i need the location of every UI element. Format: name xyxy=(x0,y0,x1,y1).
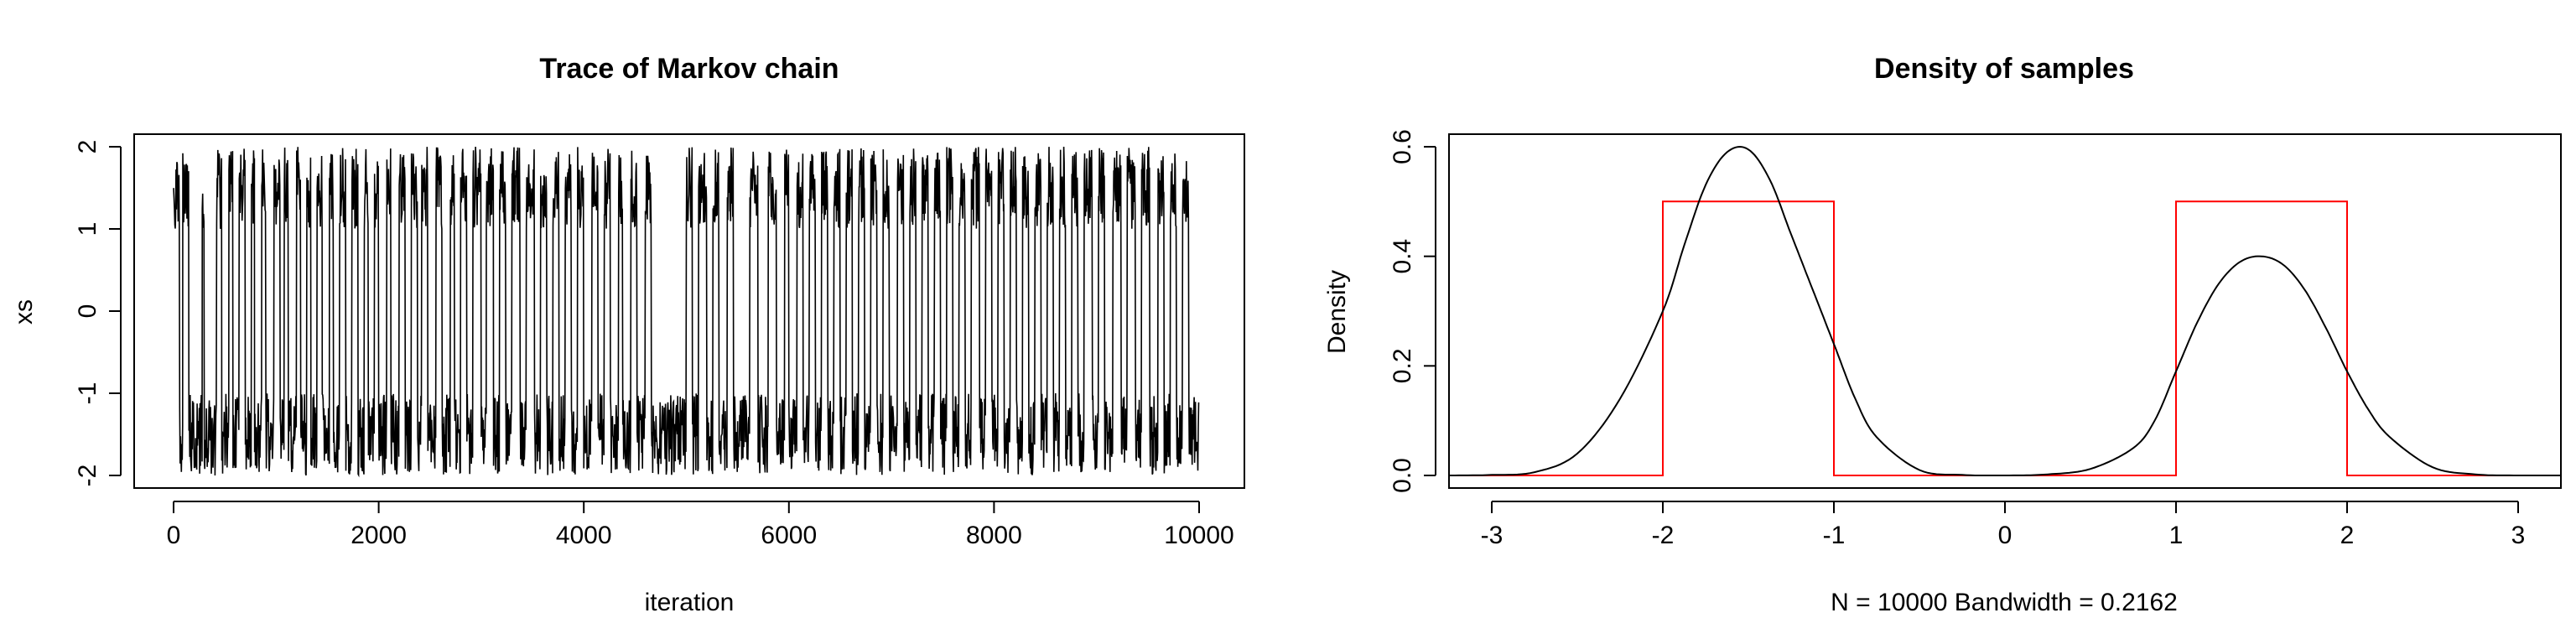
density-x-axis: -3 -2 -1 0 1 2 3 xyxy=(1481,501,2526,549)
density-kde-line xyxy=(1449,145,2561,476)
trace-series-line xyxy=(173,146,1200,478)
density-target-line xyxy=(1449,200,2561,476)
trace-panel: Trace of Markov chain 0 2000 4000 6000 8000 1… xyxy=(10,53,1245,616)
y-tick-label: 0.4 xyxy=(1389,239,1416,274)
x-tick-label: -2 xyxy=(1652,522,1675,549)
x-tick-label: 6000 xyxy=(761,522,817,549)
y-tick-label: 1 xyxy=(74,222,101,236)
trace-y-axis-label: xs xyxy=(10,299,38,325)
density-panel: Density of samples -3 -2 -1 0 1 2 3 0.00.20.40… xyxy=(1323,53,2562,616)
density-y-axis-label: Density xyxy=(1323,270,1351,354)
y-tick-label: 2 xyxy=(74,140,101,154)
y-tick-label: -2 xyxy=(74,465,101,487)
density-y-axis: 0.0 0.2 0.4 0.6 xyxy=(1389,129,1436,493)
x-tick-label: 1 xyxy=(2169,522,2184,549)
x-tick-label: 0 xyxy=(167,522,181,549)
trace-x-axis-label: iteration xyxy=(645,589,735,616)
x-tick-label: 4000 xyxy=(556,522,612,549)
x-tick-label: 2 xyxy=(2340,522,2355,549)
x-tick-label: 10000 xyxy=(1164,522,1233,549)
trace-y-axis: -2 -1 0 1 2 xyxy=(74,140,122,487)
density-series-group xyxy=(1449,145,2561,476)
density-title: Density of samples xyxy=(1874,53,2134,85)
y-tick-label: -1 xyxy=(74,382,101,405)
x-tick-label: 8000 xyxy=(966,522,1022,549)
x-tick-label: 3 xyxy=(2511,522,2526,549)
density-x-axis-label: N = 10000 Bandwidth = 0.2162 xyxy=(1831,589,2178,616)
x-tick-label: 2000 xyxy=(351,522,407,549)
trace-title: Trace of Markov chain xyxy=(539,53,839,85)
trace-x-axis: 0 2000 4000 6000 8000 10000 xyxy=(167,501,1234,549)
x-tick-label: -1 xyxy=(1823,522,1846,549)
y-tick-label: 0.0 xyxy=(1389,458,1416,493)
x-tick-label: 0 xyxy=(1998,522,2012,549)
y-tick-label: 0.2 xyxy=(1389,348,1416,383)
x-tick-label: -3 xyxy=(1481,522,1504,549)
y-tick-label: 0 xyxy=(74,304,101,319)
y-tick-label: 0.6 xyxy=(1389,129,1416,164)
density-plot-frame xyxy=(1448,133,2562,489)
trace-series-group xyxy=(173,146,1200,478)
trace-plot-frame xyxy=(133,133,1245,489)
